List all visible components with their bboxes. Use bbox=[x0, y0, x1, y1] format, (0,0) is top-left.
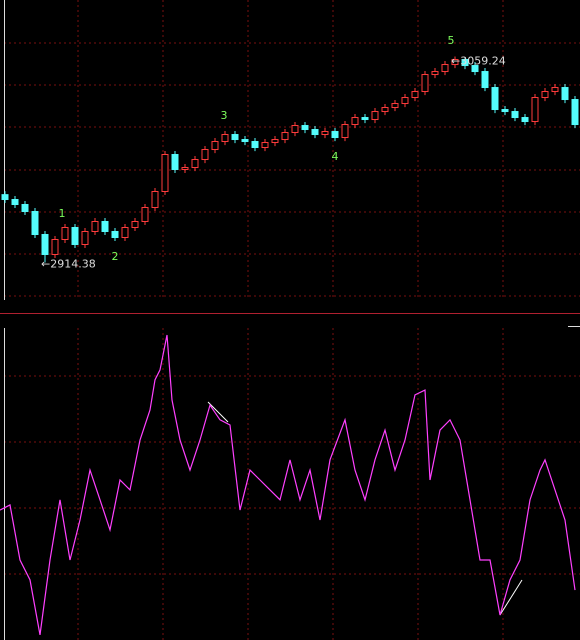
candle-body bbox=[141, 206, 149, 223]
candle-body bbox=[331, 131, 339, 139]
candle-body bbox=[1, 194, 9, 201]
candle-body bbox=[371, 111, 379, 121]
wave-label: 2 bbox=[112, 250, 119, 263]
oscillator-line bbox=[0, 334, 576, 635]
candle-body bbox=[31, 211, 39, 235]
candle-body bbox=[281, 132, 289, 141]
candle-body bbox=[41, 233, 49, 255]
candle-body bbox=[291, 125, 299, 134]
candle-body bbox=[151, 191, 159, 208]
candle-body bbox=[241, 139, 249, 143]
candle-body bbox=[351, 117, 359, 126]
candle-body bbox=[231, 134, 239, 141]
candle-body bbox=[311, 129, 319, 136]
candle-body bbox=[201, 149, 209, 161]
candle-body bbox=[461, 59, 469, 67]
candle-body bbox=[111, 230, 119, 238]
candle-body bbox=[61, 227, 69, 241]
candle-body bbox=[321, 131, 329, 136]
trend-line bbox=[207, 401, 229, 423]
candle-body bbox=[11, 199, 19, 205]
candle-body bbox=[171, 154, 179, 171]
candle-body bbox=[501, 109, 509, 113]
candle-body bbox=[571, 99, 579, 126]
candle-body bbox=[431, 71, 439, 76]
grid bbox=[4, 0, 580, 640]
trend-line bbox=[499, 579, 523, 616]
candle-body bbox=[71, 227, 79, 245]
candle-body bbox=[541, 91, 549, 99]
candle-body bbox=[301, 125, 309, 131]
candle-body bbox=[421, 74, 429, 93]
candle-body bbox=[401, 97, 409, 105]
wave-label: 4 bbox=[332, 150, 339, 163]
wave-label: 3 bbox=[221, 109, 228, 122]
candle-body bbox=[391, 103, 399, 109]
candle-body bbox=[561, 87, 569, 101]
wave-label: 1 bbox=[59, 207, 66, 220]
candle-body bbox=[511, 111, 519, 119]
candle-body bbox=[361, 117, 369, 121]
candle-body bbox=[491, 87, 499, 111]
candle-body bbox=[521, 117, 529, 123]
candle-body bbox=[481, 71, 489, 89]
candle-body bbox=[51, 239, 59, 255]
candle-body bbox=[191, 159, 199, 169]
candle-body bbox=[451, 59, 459, 66]
candle-body bbox=[91, 221, 99, 232]
candle-body bbox=[441, 64, 449, 73]
candle-body bbox=[251, 141, 259, 149]
price-annotation: ←3059.24 bbox=[451, 55, 506, 68]
candle-body bbox=[131, 221, 139, 229]
candle-body bbox=[471, 65, 479, 73]
candle-body bbox=[531, 97, 539, 123]
candle-body bbox=[101, 221, 109, 232]
candle-body bbox=[221, 134, 229, 143]
candle-body bbox=[341, 124, 349, 139]
candle-body bbox=[21, 203, 29, 213]
candle-body bbox=[261, 142, 269, 149]
candle-body bbox=[81, 230, 89, 245]
candle-body bbox=[271, 139, 279, 144]
candle-body bbox=[181, 167, 189, 171]
candle-body bbox=[411, 91, 419, 99]
candle-body bbox=[381, 107, 389, 113]
candle-body bbox=[121, 227, 129, 238]
price-annotation: ←2914.38 bbox=[41, 257, 96, 270]
candle-body bbox=[161, 154, 169, 193]
candle-body bbox=[551, 87, 559, 93]
wave-label: 5 bbox=[448, 34, 455, 47]
candle-body bbox=[211, 141, 219, 151]
